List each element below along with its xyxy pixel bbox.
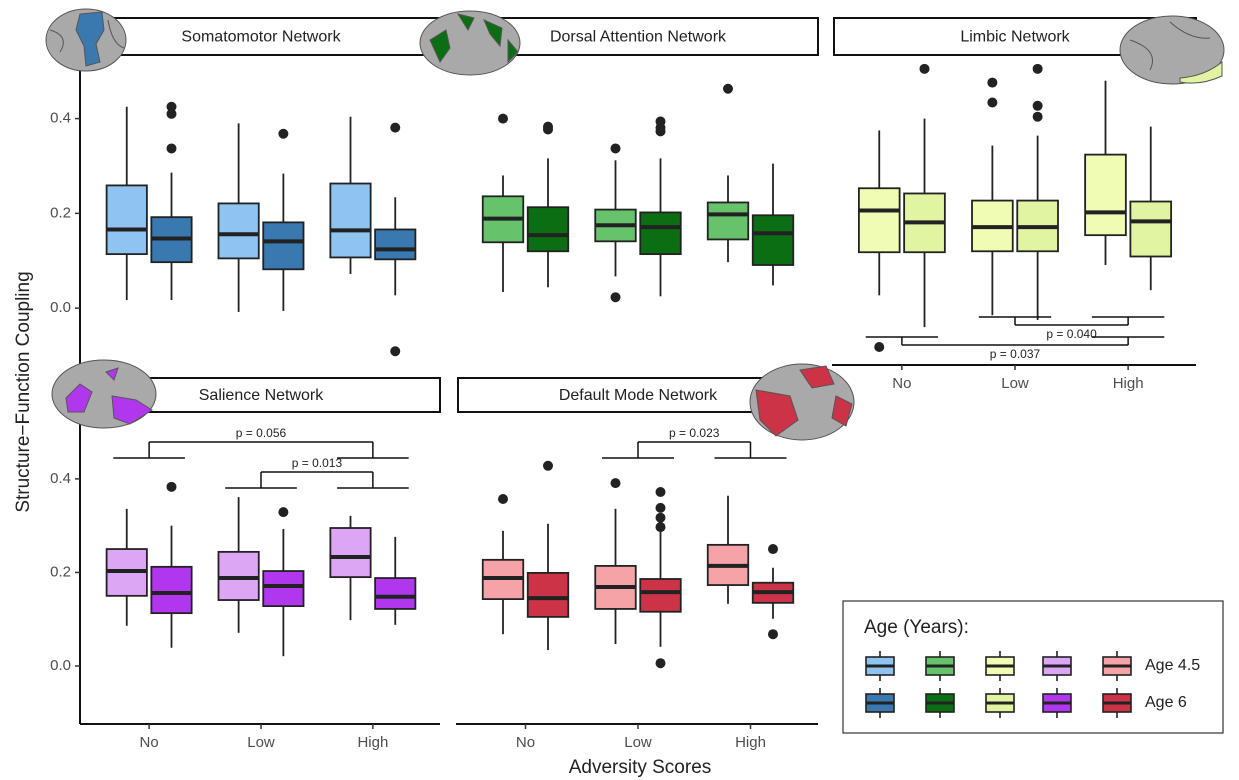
y-tick-label: 0.2 <box>50 204 71 221</box>
x-tick-label: Low <box>624 734 652 751</box>
x-tick-label: No <box>516 734 535 751</box>
facet-title: Limbic Network <box>960 29 1070 46</box>
outlier <box>611 292 621 302</box>
page: {"y_label": "Structure−Function Coupling… <box>0 0 1239 780</box>
outlier <box>167 482 177 492</box>
legend-label: Age 4.5 <box>1145 657 1200 674</box>
y-tick-label: 0.2 <box>50 563 71 580</box>
y-axis-title: Structure−Function Coupling <box>13 271 34 512</box>
outlier <box>278 129 288 139</box>
p-value: p = 0.040 <box>1046 327 1097 341</box>
outlier <box>656 487 666 497</box>
facet-title: Salience Network <box>199 387 325 404</box>
x-tick-label: Low <box>1001 375 1029 392</box>
box <box>640 212 681 254</box>
outlier <box>1033 112 1043 122</box>
outlier <box>723 84 733 94</box>
outlier <box>167 109 177 119</box>
box <box>375 578 415 609</box>
outlier <box>656 513 666 523</box>
y-tick-label: 0.0 <box>50 657 71 674</box>
outlier <box>656 126 666 136</box>
box <box>151 567 191 613</box>
p-value: p = 0.037 <box>990 347 1041 361</box>
box <box>107 185 147 254</box>
p-value: p = 0.023 <box>669 426 720 440</box>
outlier <box>656 503 666 513</box>
x-axis-title: Adversity Scores <box>569 757 712 778</box>
box <box>753 215 794 265</box>
brain-icon <box>52 360 156 428</box>
box <box>218 203 258 258</box>
box <box>330 528 370 577</box>
legend-label: Age 6 <box>1145 694 1187 711</box>
y-tick-label: 0.4 <box>50 470 71 487</box>
brain-icon <box>1120 16 1224 84</box>
brain-icon <box>46 9 126 71</box>
p-value: p = 0.056 <box>236 426 287 440</box>
outlier <box>543 124 553 134</box>
box <box>640 579 681 612</box>
y-tick-label: 0.0 <box>50 299 71 316</box>
legend-title: Age (Years): <box>864 617 969 638</box>
outlier <box>543 461 553 471</box>
brain-icon <box>750 364 854 440</box>
outlier <box>167 143 177 153</box>
plot-area: Somatomotor Network 0.0 0.2 0.4 Dorsal Atten… <box>50 18 1223 751</box>
box <box>528 207 569 251</box>
outlier <box>987 97 997 107</box>
outlier <box>1033 64 1043 74</box>
outlier <box>768 544 778 554</box>
outlier <box>768 629 778 639</box>
outlier <box>656 522 666 532</box>
x-tick-label: High <box>735 734 766 751</box>
outlier <box>987 78 997 88</box>
outlier <box>390 123 400 133</box>
box <box>708 202 749 239</box>
box <box>1085 155 1126 236</box>
outlier <box>874 342 884 352</box>
x-tick-label: No <box>892 375 911 392</box>
x-tick-label: High <box>1113 375 1144 392</box>
facet-title: Default Mode Network <box>559 387 718 404</box>
x-tick-label: No <box>140 734 159 751</box>
box <box>859 188 900 252</box>
outlier <box>920 64 930 74</box>
box <box>528 573 569 617</box>
box <box>1130 202 1171 257</box>
outlier <box>611 478 621 488</box>
outlier <box>390 346 400 356</box>
outlier <box>1033 101 1043 111</box>
box <box>263 222 303 269</box>
outlier <box>278 507 288 517</box>
box <box>263 571 303 606</box>
brain-icon <box>420 11 520 75</box>
facet-title: Dorsal Attention Network <box>550 29 727 46</box>
outlier <box>611 143 621 153</box>
chart: Somatomotor Network 0.0 0.2 0.4 Dorsal Atten… <box>0 0 1239 780</box>
outlier <box>498 494 508 504</box>
facet-title: Somatomotor Network <box>181 29 341 46</box>
box <box>218 552 258 600</box>
p-value: p = 0.013 <box>292 456 343 470</box>
outlier <box>498 114 508 124</box>
outlier <box>656 658 666 668</box>
box <box>330 184 370 258</box>
x-tick-label: Low <box>247 734 275 751</box>
box <box>375 229 415 259</box>
x-tick-label: High <box>357 734 388 751</box>
y-tick-label: 0.4 <box>50 110 71 127</box>
